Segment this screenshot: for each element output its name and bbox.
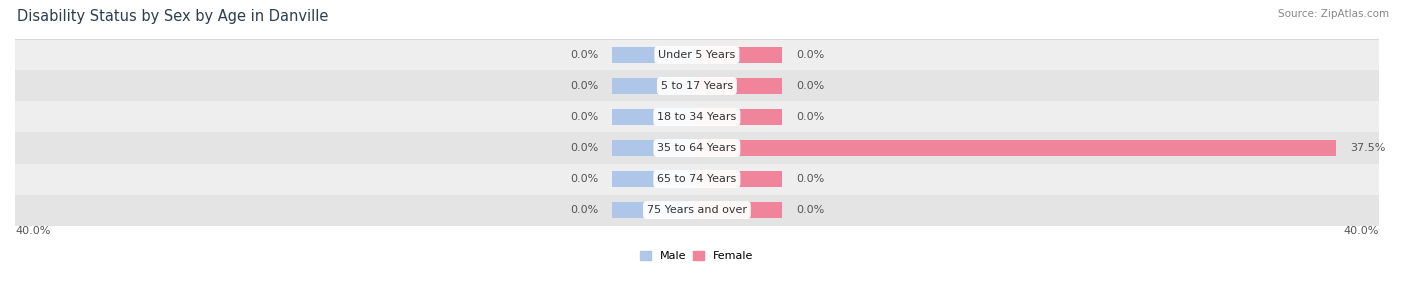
Text: 40.0%: 40.0% [1343, 226, 1379, 235]
Bar [612, 47, 697, 63]
Bar [612, 202, 697, 218]
Text: 18 to 34 Years: 18 to 34 Years [657, 112, 737, 122]
Bar [15, 70, 1379, 102]
Text: 0.0%: 0.0% [796, 174, 824, 184]
Bar [697, 171, 782, 187]
Bar [15, 132, 1379, 163]
Bar [15, 195, 1379, 226]
Bar [612, 140, 697, 156]
Bar [612, 78, 697, 94]
Text: 0.0%: 0.0% [796, 112, 824, 122]
Text: Source: ZipAtlas.com: Source: ZipAtlas.com [1278, 9, 1389, 19]
Text: 35 to 64 Years: 35 to 64 Years [658, 143, 737, 153]
Text: 40.0%: 40.0% [15, 226, 51, 235]
Text: 0.0%: 0.0% [569, 174, 598, 184]
Bar [612, 109, 697, 125]
Bar [15, 163, 1379, 195]
Legend: Male, Female: Male, Female [640, 251, 754, 261]
Text: 0.0%: 0.0% [569, 112, 598, 122]
Text: 0.0%: 0.0% [569, 143, 598, 153]
Text: 0.0%: 0.0% [569, 81, 598, 91]
Text: 0.0%: 0.0% [569, 205, 598, 215]
Bar [697, 78, 782, 94]
Text: 0.0%: 0.0% [796, 81, 824, 91]
Bar [697, 109, 782, 125]
Text: 37.5%: 37.5% [1350, 143, 1385, 153]
Text: 0.0%: 0.0% [569, 50, 598, 60]
Text: 5 to 17 Years: 5 to 17 Years [661, 81, 733, 91]
Text: Disability Status by Sex by Age in Danville: Disability Status by Sex by Age in Danvi… [17, 9, 328, 24]
Text: 65 to 74 Years: 65 to 74 Years [657, 174, 737, 184]
Text: 0.0%: 0.0% [796, 205, 824, 215]
Text: 75 Years and over: 75 Years and over [647, 205, 747, 215]
Text: Under 5 Years: Under 5 Years [658, 50, 735, 60]
Bar [697, 140, 1336, 156]
Bar [697, 47, 782, 63]
Bar [15, 39, 1379, 70]
Bar [697, 202, 782, 218]
Bar [612, 171, 697, 187]
Text: 0.0%: 0.0% [796, 50, 824, 60]
Bar [15, 102, 1379, 132]
